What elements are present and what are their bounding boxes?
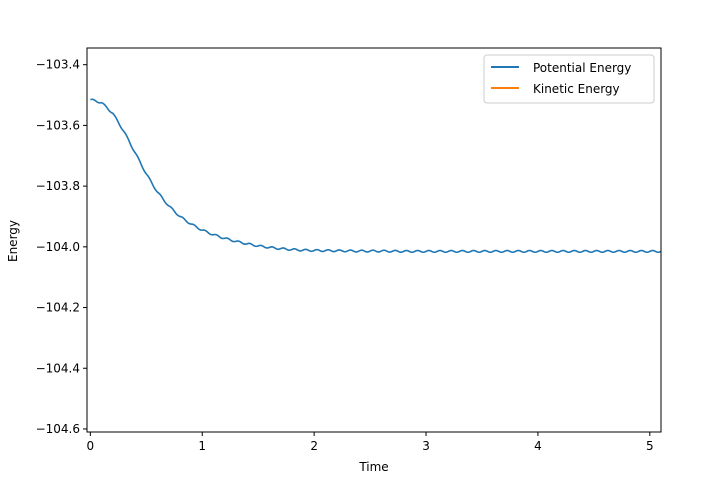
y-tick-label: −103.6: [36, 118, 80, 132]
y-tick-label: −104.0: [36, 240, 80, 254]
y-tick-label: −103.4: [36, 58, 80, 72]
y-tick-label: −104.6: [36, 422, 80, 436]
x-tick-label: 3: [422, 439, 430, 453]
x-tick-label: 1: [198, 439, 206, 453]
legend-box: [483, 54, 655, 104]
x-axis-label: Time: [358, 460, 388, 474]
x-tick-label: 2: [310, 439, 318, 453]
y-tick-label: −104.2: [36, 301, 80, 315]
series-line-potential-energy: [90, 98, 661, 254]
y-tick-label: −104.4: [36, 361, 80, 375]
x-tick-label: 0: [87, 439, 95, 453]
y-tick-label: −103.8: [36, 179, 80, 193]
legend-label-potential-energy: Potential Energy: [533, 61, 631, 75]
legend: Potential Energy Kinetic Energy: [483, 54, 655, 104]
y-axis-label: Energy: [6, 220, 20, 262]
x-tick-label: 4: [534, 439, 542, 453]
x-tick-label: 5: [646, 439, 654, 453]
plot-frame: [86, 47, 662, 433]
legend-label-kinetic-energy: Kinetic Energy: [533, 82, 620, 96]
